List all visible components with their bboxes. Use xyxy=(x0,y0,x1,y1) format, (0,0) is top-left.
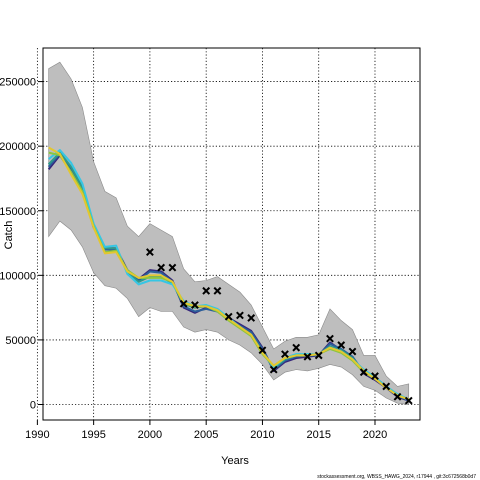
x-axis-title: Years xyxy=(221,455,249,467)
observed-point xyxy=(314,351,323,360)
x-tick-label: 2010 xyxy=(250,429,274,441)
observed-point xyxy=(269,365,278,374)
observed-point-stroke xyxy=(314,351,323,360)
observed-point xyxy=(213,286,222,295)
observed-point-stroke xyxy=(258,346,267,355)
observed-point xyxy=(281,350,289,359)
observed-point xyxy=(382,382,391,391)
observed-point-stroke xyxy=(191,301,199,309)
observed-point xyxy=(337,341,346,349)
y-tick-label: 200000 xyxy=(0,141,36,153)
observed-point xyxy=(371,372,379,380)
observed-point-stroke xyxy=(168,263,177,272)
confidence-band-area xyxy=(48,61,410,405)
observed-point-stroke xyxy=(382,382,391,391)
observed-point-stroke xyxy=(281,350,289,359)
observed-point xyxy=(292,343,301,352)
observed-point-stroke xyxy=(404,396,413,405)
observed-points xyxy=(146,248,413,405)
observed-point xyxy=(146,248,154,256)
plot-frame xyxy=(42,47,421,421)
observed-point xyxy=(359,368,368,377)
x-tick-label: 1990 xyxy=(25,429,49,441)
series-line xyxy=(48,151,410,401)
observed-point-stroke xyxy=(269,365,278,374)
observed-point-stroke xyxy=(157,263,166,272)
y-axis-title: Catch xyxy=(3,221,15,250)
observed-point xyxy=(191,301,199,309)
x-tick-label: 2000 xyxy=(138,429,162,441)
series-line xyxy=(48,146,410,401)
observed-point-stroke xyxy=(179,299,188,308)
observed-point-stroke xyxy=(348,347,357,356)
observed-point xyxy=(224,312,233,321)
observed-point xyxy=(202,286,211,295)
y-tick-label: 150000 xyxy=(0,206,36,218)
observed-point xyxy=(179,299,188,308)
observed-point-stroke xyxy=(359,368,368,377)
x-tick-label: 2020 xyxy=(363,429,387,441)
axes: 1990 1995 2000 2005 2010 2015 2020 0 50000 100000… xyxy=(0,77,387,441)
observed-point xyxy=(258,346,267,355)
observed-point-stroke xyxy=(202,286,211,295)
observed-point xyxy=(326,334,334,343)
y-tick-label: 50000 xyxy=(5,335,36,347)
confidence-band xyxy=(48,61,410,405)
observed-point xyxy=(168,263,177,272)
observed-point xyxy=(236,311,244,320)
footer-note: stockassessment.org, WBSS_HAWG_2024, r17… xyxy=(317,474,476,480)
observed-point-stroke xyxy=(146,248,154,256)
observed-point-stroke xyxy=(224,312,233,321)
y-tick-label: 100000 xyxy=(0,270,36,282)
x-tick-label: 1995 xyxy=(81,429,105,441)
observed-point xyxy=(348,347,357,356)
observed-point-stroke xyxy=(326,334,334,343)
observed-point xyxy=(393,392,402,401)
x-tick-label: 2005 xyxy=(194,429,218,441)
y-tick-label: 250000 xyxy=(0,77,36,89)
series-lines xyxy=(47,146,410,402)
observed-point xyxy=(157,263,166,272)
observed-point-stroke xyxy=(371,372,379,380)
observed-point-stroke xyxy=(292,343,301,352)
observed-point-stroke xyxy=(337,341,346,349)
observed-point xyxy=(303,352,312,361)
observed-point-stroke xyxy=(303,352,312,361)
observed-point-stroke xyxy=(247,314,256,322)
y-tick-label: 0 xyxy=(30,400,36,412)
observed-point-stroke xyxy=(393,392,402,401)
observed-point-stroke xyxy=(236,311,244,320)
x-tick-label: 2015 xyxy=(306,429,330,441)
observed-point xyxy=(404,396,413,405)
observed-point xyxy=(247,314,256,322)
observed-point-stroke xyxy=(213,286,222,295)
